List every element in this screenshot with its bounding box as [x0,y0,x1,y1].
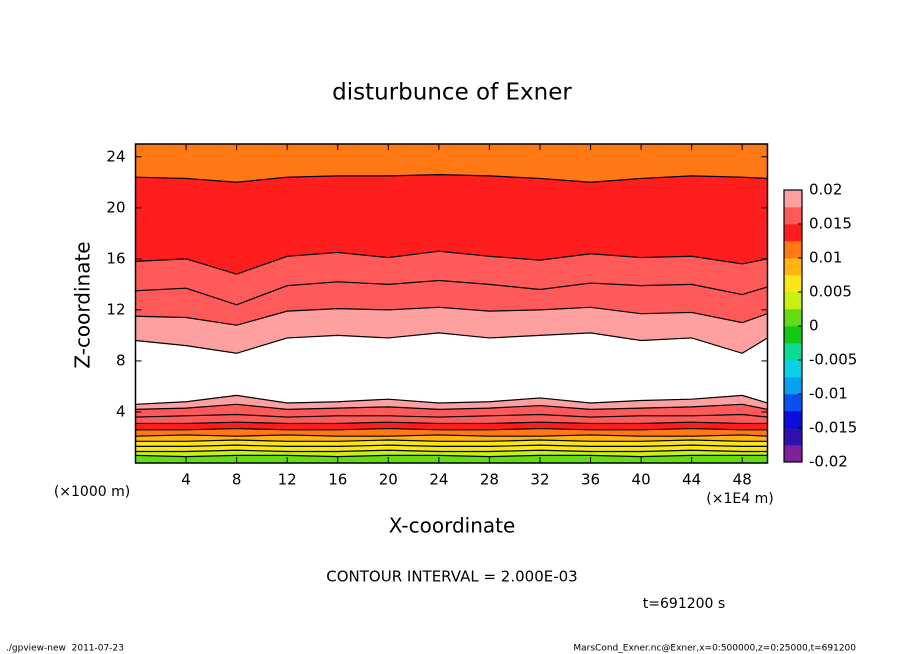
colorbar-tick-label: 0.015 [809,215,852,233]
x-tick-label: 8 [232,471,242,489]
contour-line [135,439,768,442]
y-axis-label: Z-coordinate [71,241,95,368]
contour-line [135,413,768,418]
colorbar-tick-label: -0.02 [809,453,848,471]
colorbar-swatch [784,377,802,395]
contour-line [135,403,768,411]
x-tick-label: 12 [278,471,297,489]
contour-line [135,306,768,326]
colorbar-tick-label: 0.01 [809,249,842,267]
y-tick-label: 16 [106,249,125,267]
colorbar-swatch [784,275,802,293]
time-label: t=691200 s [643,596,725,612]
colorbar-tick-label: -0.005 [809,351,857,369]
colorbar-swatch [784,190,802,208]
y-tick-label: 12 [106,300,125,318]
colorbar-swatch [784,394,802,412]
x-tick-label: 48 [733,471,752,489]
colorbar-swatch [784,258,802,276]
colorbar-swatch [784,207,802,225]
y-unit: (×1000 m) [54,484,130,500]
y-tick-label: 20 [106,198,125,216]
colorbar-tick-label: 0 [809,317,819,335]
contour-line [135,444,768,448]
colorbar-swatch [784,309,802,327]
contour-line [135,421,768,425]
colorbar-tick-label: 0.02 [809,181,842,199]
x-tick-label: 28 [480,471,499,489]
x-tick-label: 44 [682,471,701,489]
x-tick-label: 20 [379,471,398,489]
colorbar-tick-label: -0.015 [809,419,857,437]
contour-line [135,279,768,306]
x-axis-label: X-coordinate [389,514,516,538]
colorbar-swatch [784,411,802,429]
colorbar-swatch [784,428,802,446]
contour-line [135,250,768,275]
plot-frame [134,143,769,464]
footer-left: ./gpview-new 2011-07-23 [6,644,124,654]
contour-line [135,427,768,431]
annotation: CONTOUR INTERVAL = 2.000E-03 [326,568,577,586]
contour-line [135,394,768,405]
contour-line [135,434,768,437]
x-tick-label: 4 [181,471,191,489]
colorbar-swatch [784,292,802,310]
x-tick-label: 24 [429,471,448,489]
contour-line [135,454,768,458]
colorbar-swatch [784,224,802,242]
x-tick-label: 40 [632,471,651,489]
colorbar-swatch [784,360,802,378]
contour-fill [135,455,768,464]
colorbar-swatch [784,326,802,344]
colorbar-swatch [784,343,802,361]
y-tick-label: 24 [106,147,125,165]
y-tick-label: 8 [116,351,126,369]
x-tick-label: 32 [530,471,549,489]
contour-line [135,449,768,453]
colorbar-swatch [784,445,802,463]
contour-line [135,332,768,354]
footer-right: MarsCond_Exner.nc@Exner,x=0:500000,z=0:2… [573,644,856,654]
colorbar-tick-label: -0.01 [809,385,848,403]
chart-title: disturbunce of Exner [332,80,572,106]
x-tick-label: 16 [328,471,347,489]
colorbar-tick-label: 0.005 [809,283,852,301]
contour-line [135,174,768,183]
colorbar-swatch [784,241,802,259]
x-tick-label: 36 [581,471,600,489]
y-tick-label: 4 [116,402,126,420]
x-unit: (×1E4 m) [706,491,773,507]
